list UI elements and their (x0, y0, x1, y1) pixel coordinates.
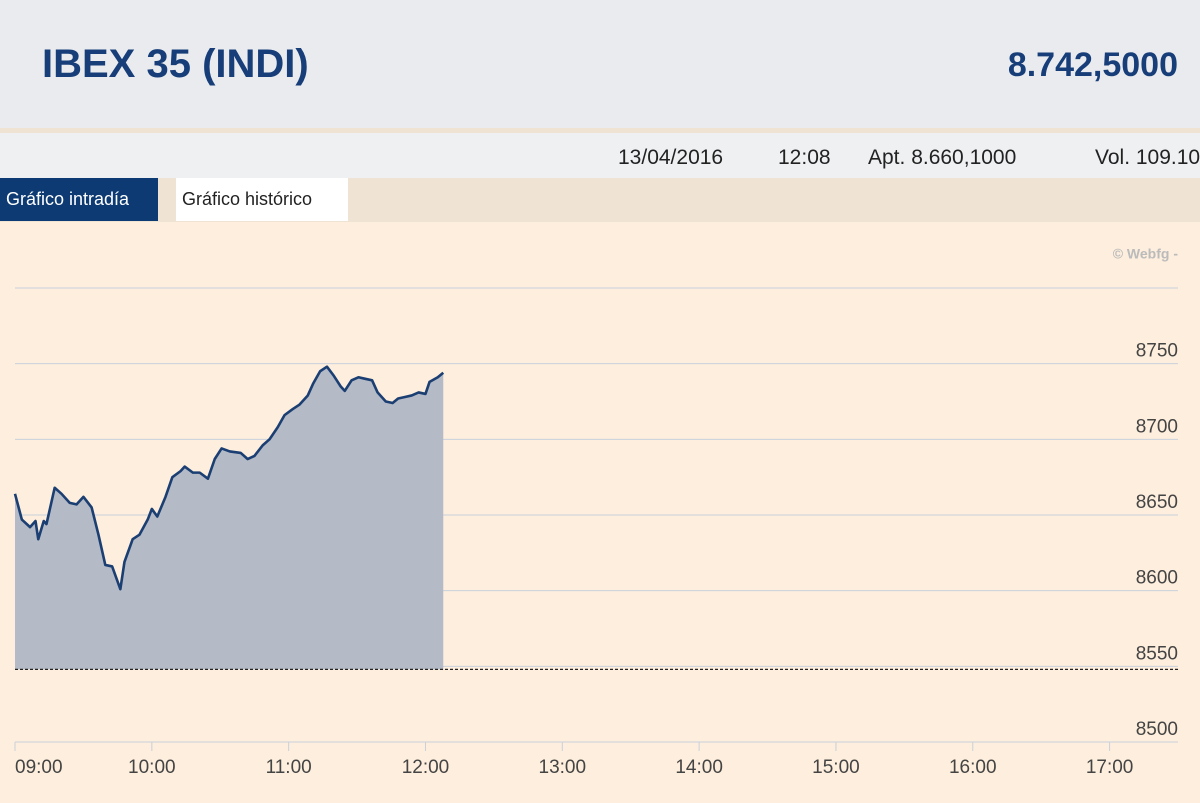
y-tick-label: 8650 (1136, 492, 1178, 513)
date: 13/04/2016 (618, 146, 724, 169)
x-tick-label: 14:00 (675, 757, 723, 778)
tab[interactable]: Gráfico intradía (0, 178, 158, 221)
y-tick-label: 8600 (1136, 568, 1178, 589)
tab[interactable]: Gráfico histórico (176, 178, 348, 221)
line (13, 365, 445, 591)
info-row: 13/04/2016 12:08 Apt. 8.660,1000 Vol. 10… (0, 133, 1200, 178)
watermark: © Webfg - (1113, 246, 1179, 262)
x-tick-label: 11:00 (266, 757, 312, 778)
index-title: IBEX 35 (INDI) (42, 42, 309, 86)
y-tick-label: 8550 (1136, 643, 1178, 664)
volume: Vol. 109.10 (1095, 146, 1200, 169)
y-tick-label: 8700 (1136, 416, 1178, 437)
tabs: Gráfico intradía Gráfico histórico (0, 178, 1200, 222)
x-tick-label: 09:00 (15, 757, 63, 778)
x-tick-label: 13:00 (539, 757, 587, 778)
x-tick-label: 16:00 (949, 757, 997, 778)
y-tick-label: 8750 (1136, 341, 1178, 362)
y-tick-label: 8500 (1136, 719, 1178, 740)
chart: © Webfg - 8500 8550 8600 8650 8700 8750 09:00 1… (0, 222, 1200, 803)
x-tick-label: 10:00 (128, 757, 176, 778)
x-tick-label: 12:00 (402, 757, 450, 778)
header: IBEX 35 (INDI) 8.742,5000 (0, 0, 1200, 133)
area (15, 366, 444, 670)
open: Apt. 8.660,1000 (868, 146, 1017, 169)
index-value: 8.742,5000 (1007, 46, 1178, 84)
x-tick-label: 17:00 (1086, 757, 1134, 778)
x-tick-label: 15:00 (812, 757, 860, 778)
time: 12:08 (778, 146, 831, 169)
